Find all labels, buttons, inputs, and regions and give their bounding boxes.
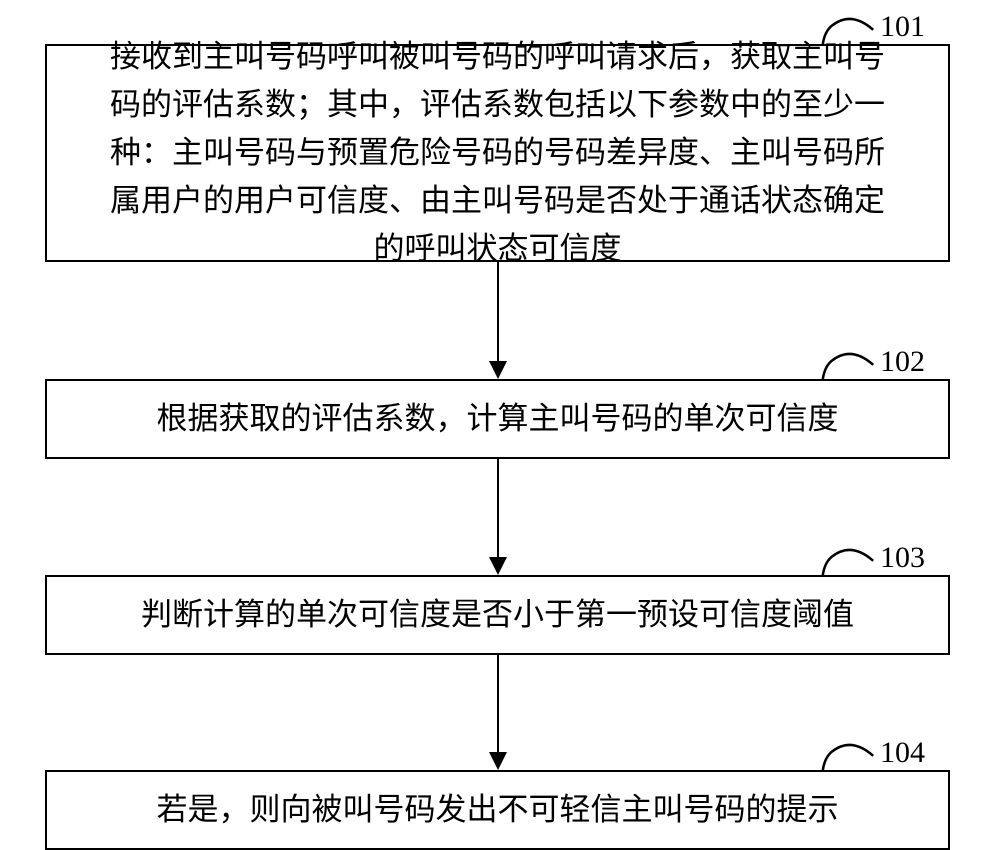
leader-curve [820, 345, 876, 386]
step-text: 若是，则向被叫号码发出不可轻信主叫号码的提示 [63, 786, 932, 834]
leader-curve [820, 541, 876, 582]
flow-arrow [497, 262, 499, 361]
flowchart-canvas: 接收到主叫号码呼叫被叫号码的呼叫请求后，获取主叫号 码的评估系数；其中，评估系数… [0, 0, 1000, 848]
step-text: 根据获取的评估系数，计算主叫号码的单次可信度 [63, 395, 932, 443]
flow-arrow [497, 655, 499, 752]
arrow-head-icon [489, 557, 507, 575]
step-text: 接收到主叫号码呼叫被叫号码的呼叫请求后，获取主叫号 码的评估系数；其中，评估系数… [63, 33, 932, 273]
step-number-label: 102 [880, 345, 925, 379]
leader-curve [820, 10, 876, 51]
flow-arrow [497, 459, 499, 557]
step-number-label: 103 [880, 541, 925, 575]
step-text: 判断计算的单次可信度是否小于第一预设可信度阈值 [63, 591, 932, 639]
flowchart-step-n102: 根据获取的评估系数，计算主叫号码的单次可信度 [45, 379, 950, 459]
arrow-head-icon [489, 361, 507, 379]
flowchart-step-n101: 接收到主叫号码呼叫被叫号码的呼叫请求后，获取主叫号 码的评估系数；其中，评估系数… [45, 44, 950, 262]
leader-curve [820, 736, 876, 777]
step-number-label: 104 [880, 736, 925, 770]
flowchart-step-n104: 若是，则向被叫号码发出不可轻信主叫号码的提示 [45, 770, 950, 850]
arrow-head-icon [489, 752, 507, 770]
flowchart-step-n103: 判断计算的单次可信度是否小于第一预设可信度阈值 [45, 575, 950, 655]
step-number-label: 101 [880, 10, 925, 44]
